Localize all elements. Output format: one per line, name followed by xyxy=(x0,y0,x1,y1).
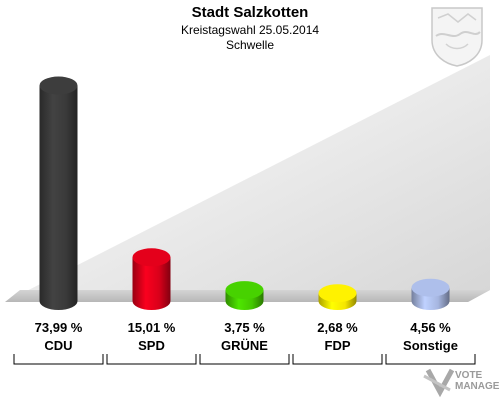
category-bracket-sonstige xyxy=(385,354,476,365)
category-bracket-grüne xyxy=(199,354,290,365)
category-label-fdp: FDP xyxy=(325,338,351,353)
crest-icon xyxy=(431,7,483,67)
value-label-spd: 15,01 % xyxy=(128,320,176,335)
category-bracket-fdp xyxy=(292,354,383,365)
value-label-grüne: 3,75 % xyxy=(224,320,265,335)
watermark-line2: MANAGER xyxy=(455,381,500,392)
value-label-sonstige: 4,56 % xyxy=(410,320,451,335)
category-bracket-spd xyxy=(106,354,197,365)
category-label-grüne: GRÜNE xyxy=(221,338,268,353)
chart-subtitle: Kreistagswahl 25.05.2014 xyxy=(180,23,320,37)
watermark-line1: VOTE xyxy=(455,370,483,381)
watermark-text: VOTE MANAGER xyxy=(455,370,500,392)
bar-sonstige xyxy=(411,278,450,311)
chart-title: Stadt Salzkotten xyxy=(191,4,309,21)
bar-spd xyxy=(132,248,171,311)
value-label-cdu: 73,99 % xyxy=(35,320,83,335)
value-label-fdp: 2,68 % xyxy=(317,320,358,335)
bar-fdp xyxy=(318,284,357,311)
category-label-sonstige: Sonstige xyxy=(403,338,458,353)
chart-area-label: Schwelle xyxy=(225,38,275,52)
bar-grüne xyxy=(225,281,264,311)
category-label-cdu: CDU xyxy=(44,338,72,353)
category-label-spd: SPD xyxy=(138,338,165,353)
bar-cdu xyxy=(39,76,78,311)
backdrop-wall xyxy=(5,55,490,302)
category-bracket-cdu xyxy=(13,354,104,365)
vote-manager-logo-icon xyxy=(423,368,455,398)
